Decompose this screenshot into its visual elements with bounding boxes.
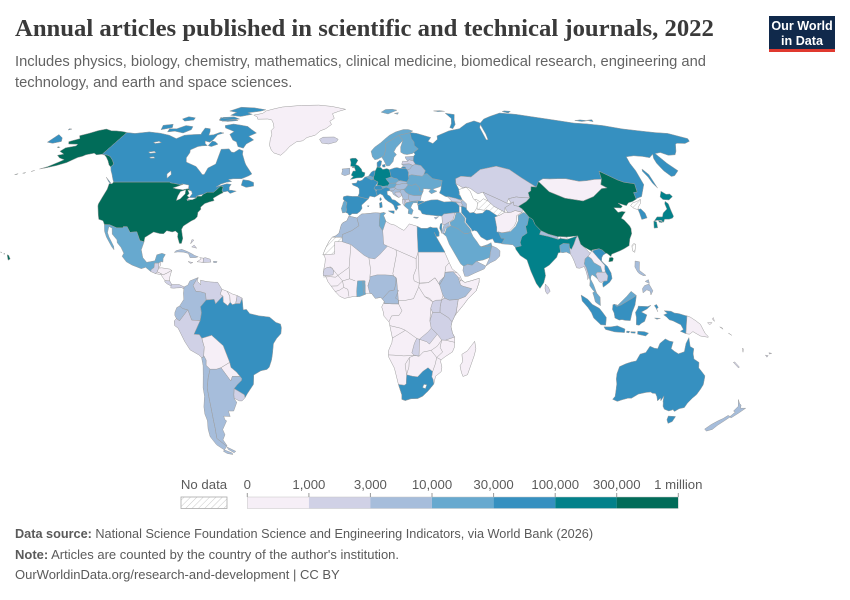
svg-text:30,000: 30,000: [473, 477, 513, 492]
svg-text:300,000: 300,000: [593, 477, 641, 492]
svg-text:0: 0: [244, 477, 251, 492]
svg-text:10,000: 10,000: [412, 477, 452, 492]
svg-text:1,000: 1,000: [292, 477, 325, 492]
svg-text:1 million: 1 million: [654, 477, 702, 492]
svg-text:100,000: 100,000: [531, 477, 579, 492]
svg-text:3,000: 3,000: [354, 477, 387, 492]
svg-text:No data: No data: [181, 477, 228, 492]
